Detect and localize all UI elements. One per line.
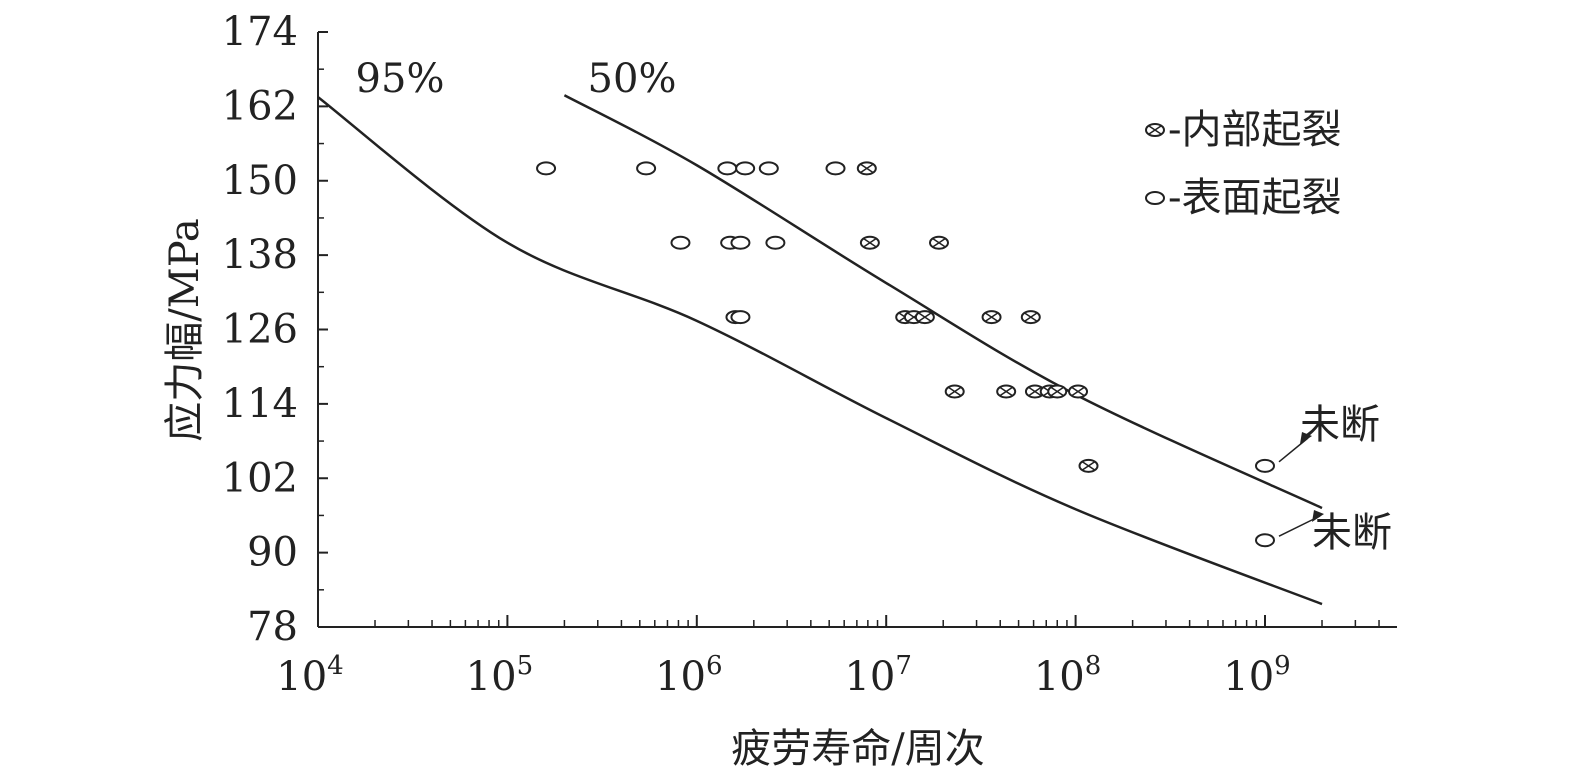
x-tick-exponent: 9 — [1274, 651, 1291, 681]
x-tick-label: 105 — [466, 651, 533, 700]
y-tick-label: 114 — [222, 381, 298, 427]
y-tick-label: 150 — [222, 158, 298, 204]
y-tick-label: 102 — [222, 455, 298, 501]
legend-label-internal: -内部起裂 — [1168, 107, 1342, 153]
x-tick-label: 104 — [276, 651, 343, 700]
internal-crack-point-cross — [999, 386, 1013, 397]
y-tick-label: 126 — [222, 307, 298, 353]
x-tick-base: 10 — [655, 654, 706, 700]
x-tick-base: 10 — [276, 654, 327, 700]
x-tick-base: 10 — [466, 654, 517, 700]
surface-crack-point — [670, 235, 691, 250]
x-tick-label: 106 — [655, 651, 722, 700]
internal-crack-point-cross — [860, 163, 874, 173]
x-tick-label: 109 — [1223, 651, 1290, 700]
y-tick-label: 90 — [247, 530, 298, 576]
x-tick-base: 10 — [1034, 654, 1085, 700]
x-tick-base: 10 — [844, 654, 895, 700]
internal-crack-point-cross — [1024, 312, 1038, 322]
internal-crack-point-cross — [985, 312, 998, 322]
x-tick-label: 108 — [1034, 651, 1101, 700]
curve-95pct — [317, 96, 1323, 606]
y-tick-label: 78 — [247, 604, 298, 650]
legend-marker-internal-cross — [1148, 125, 1162, 135]
surface-crack-point — [765, 235, 786, 250]
curve-50pct — [563, 94, 1323, 510]
x-tick-label: 107 — [844, 651, 911, 700]
internal-crack-point-cross — [932, 238, 946, 248]
y-tick-label: 162 — [222, 83, 298, 129]
y-axis-label: 应力幅/MPa — [162, 218, 208, 441]
surface-crack-point — [825, 161, 846, 176]
x-tick-base: 10 — [1223, 654, 1274, 700]
internal-crack-point-cross — [863, 238, 877, 248]
surface-crack-point — [730, 235, 751, 250]
x-tick-exponent: 7 — [895, 651, 912, 681]
annotation-arrow — [1278, 437, 1309, 463]
y-tick-label: 174 — [222, 9, 298, 55]
x-tick-exponent: 5 — [517, 651, 534, 681]
internal-crack-point-cross — [948, 386, 962, 397]
surface-crack-point — [730, 310, 751, 325]
surface-crack-point — [717, 161, 738, 176]
internal-crack-point-cross — [1028, 386, 1042, 397]
surface-crack-point — [758, 161, 779, 176]
surface-crack-point — [1255, 458, 1275, 473]
surface-crack-point — [536, 161, 557, 176]
internal-crack-point-cross — [1082, 461, 1095, 471]
x-tick-exponent: 4 — [327, 651, 344, 681]
x-tick-exponent: 8 — [1085, 651, 1102, 681]
x-tick-exponent: 6 — [706, 651, 723, 681]
annotation-unbroken: 未断 — [1312, 510, 1392, 556]
annotation-unbroken: 未断 — [1300, 402, 1380, 448]
curve-label-95pct: 95% — [356, 56, 445, 102]
internal-crack-point-cross — [918, 312, 932, 322]
surface-crack-point — [735, 161, 756, 176]
x-axis-label: 疲劳寿命/周次 — [731, 726, 984, 772]
surface-crack-point — [1255, 533, 1275, 548]
arrow-head — [1300, 432, 1312, 444]
surface-crack-point — [636, 161, 657, 176]
arrow-head — [1312, 510, 1324, 522]
curve-label-50pct: 50% — [588, 56, 677, 102]
internal-crack-point-cross — [1071, 386, 1085, 397]
legend-label-surface: -表面起裂 — [1168, 175, 1342, 221]
y-tick-label: 138 — [222, 232, 298, 278]
internal-crack-point-cross — [1050, 386, 1064, 397]
legend-marker-surface — [1145, 191, 1165, 205]
